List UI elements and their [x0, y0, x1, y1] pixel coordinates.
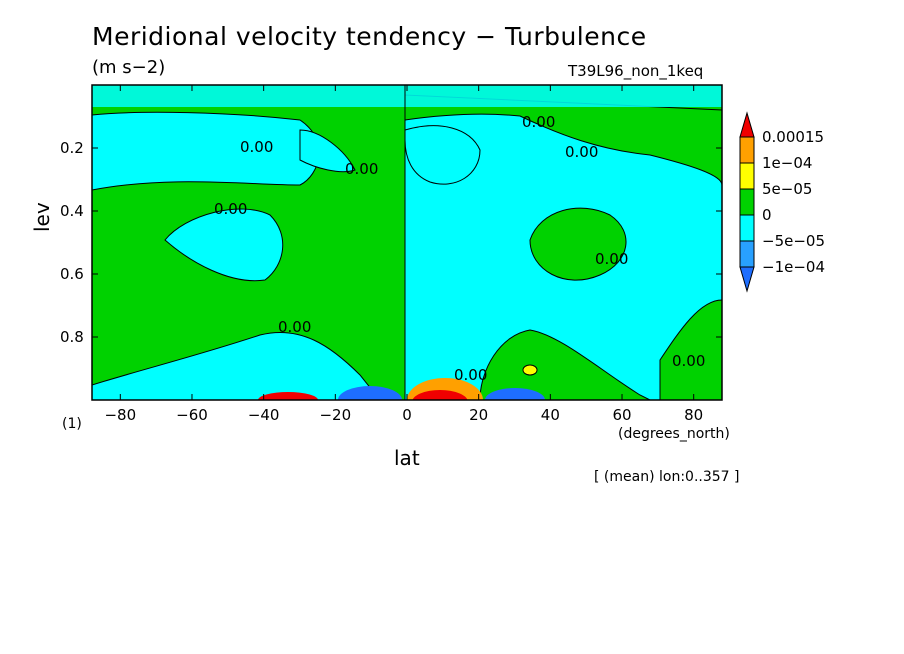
x-axis-units: (degrees_north) — [618, 426, 730, 442]
nh-surface-max-inner — [412, 390, 468, 400]
x-tick-label: 80 — [684, 406, 704, 424]
colorbar-segment — [739, 240, 755, 268]
colorbar-segment — [739, 214, 755, 242]
x-tick-label: −20 — [319, 406, 352, 424]
upper-noise-band — [92, 85, 722, 107]
colorbar-label: 5e−05 — [762, 180, 813, 198]
chart-title: Meridional velocity tendency − Turbulenc… — [92, 22, 647, 51]
colorbar-label: 1e−04 — [762, 154, 813, 172]
field-green-polar — [659, 299, 722, 400]
x-tick-label: −40 — [247, 406, 280, 424]
contour-label: 0.00 — [345, 160, 379, 178]
colorbar-segment — [739, 188, 755, 216]
x-tick-marks — [119, 85, 695, 400]
colorbar-label: 0 — [762, 206, 772, 224]
colorbar-max-arrow — [739, 111, 755, 138]
contour-label: 0.00 — [595, 250, 629, 268]
contour-label: 0.00 — [214, 200, 248, 218]
y-tick-label: 0.6 — [60, 265, 84, 283]
x-tick-label: −60 — [176, 406, 208, 424]
field-cyan-left — [92, 111, 320, 191]
colorbar-label: −5e−05 — [762, 232, 825, 250]
field-layer — [92, 85, 722, 400]
field-cyan-sh-surface — [92, 331, 381, 400]
x-tick-label: 60 — [612, 406, 632, 424]
field-green-nh-top — [404, 94, 722, 186]
run-label: T39L96_non_1keq — [568, 62, 704, 80]
contour-label: 0.00 — [672, 352, 706, 370]
colorbar-min-arrow — [739, 266, 755, 293]
colorbar-segment — [739, 162, 755, 190]
contour-label: 0.00 — [522, 113, 556, 131]
x-axis-label: lat — [394, 446, 420, 470]
colorbar — [739, 111, 755, 293]
x-tick-label: 40 — [540, 406, 560, 424]
sh-surface-min — [338, 386, 402, 400]
field-green-nh-surface — [479, 329, 651, 400]
colorbar-segment — [739, 136, 755, 164]
sh-surface-max — [258, 392, 318, 400]
colorbar-label: −1e−04 — [762, 258, 825, 276]
field-cyan-eq-upper — [404, 125, 481, 185]
field-cyan-sh-cell — [164, 208, 284, 282]
x-tick-label: −80 — [104, 406, 137, 424]
contour-label: 0.00 — [454, 366, 488, 384]
field-cyan-tropic — [299, 129, 356, 173]
field-green-nh-cell — [529, 207, 627, 281]
y-tick-label: 0.8 — [60, 328, 84, 346]
y-tick-label: 0.2 — [60, 139, 84, 157]
x-tick-label: 0 — [402, 406, 412, 424]
contour-label: 0.00 — [565, 143, 599, 161]
y-axis-label: lev — [30, 202, 54, 232]
x-tick-label: 20 — [469, 406, 489, 424]
mean-note: [ (mean) lon:0..357 ] — [594, 469, 740, 485]
nh-yellow-spot — [522, 364, 538, 376]
y-scale-note: (1) — [62, 416, 82, 432]
y-tick-marks — [92, 147, 722, 338]
chart-units: (m s−2) — [92, 57, 166, 78]
y-tick-label: 0.4 — [60, 202, 84, 220]
contour-label: 0.00 — [240, 138, 274, 156]
nh-surface-min — [485, 388, 545, 400]
colorbar-label: 0.00015 — [762, 128, 825, 146]
contour-label: 0.00 — [278, 318, 312, 336]
